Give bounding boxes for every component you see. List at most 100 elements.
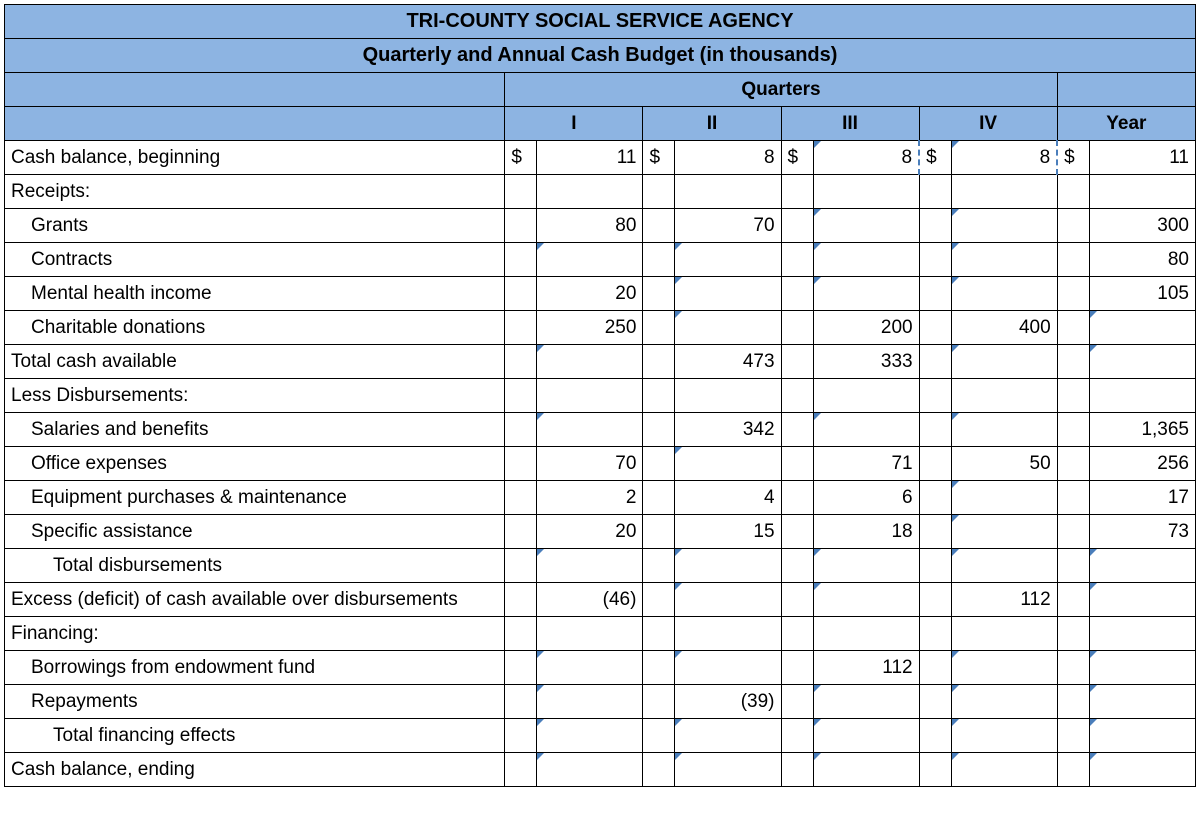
cell-q3[interactable] (813, 209, 919, 243)
cell-year[interactable] (1089, 549, 1195, 583)
cell-q4[interactable] (951, 243, 1057, 277)
cell-q4[interactable] (951, 345, 1057, 379)
cell-q4[interactable] (951, 481, 1057, 515)
title-1: TRI-COUNTY SOCIAL SERVICE AGENCY (5, 5, 1196, 39)
cell-q2[interactable] (675, 651, 781, 685)
cell-year[interactable] (1089, 719, 1195, 753)
cell-q1[interactable] (537, 719, 643, 753)
currency-symbol (643, 413, 675, 447)
cell-year[interactable] (1089, 753, 1195, 787)
cell-q1[interactable] (537, 685, 643, 719)
cell-q2: 342 (675, 413, 781, 447)
cell-q2[interactable] (675, 311, 781, 345)
cell-q1[interactable] (537, 243, 643, 277)
currency-symbol (1057, 379, 1089, 413)
cell-q1: 20 (537, 515, 643, 549)
currency-symbol (919, 685, 951, 719)
cell-q3[interactable] (813, 243, 919, 277)
cell-q2[interactable] (675, 719, 781, 753)
currency-symbol (781, 515, 813, 549)
cell-q2[interactable] (675, 753, 781, 787)
title-2: Quarterly and Annual Cash Budget (in tho… (5, 39, 1196, 73)
currency-symbol (781, 243, 813, 277)
currency-symbol (1057, 685, 1089, 719)
cell-q1: 70 (537, 447, 643, 481)
currency-symbol (1057, 345, 1089, 379)
cell-q2[interactable] (675, 549, 781, 583)
cell-year[interactable] (1089, 651, 1195, 685)
year-header-blank (1057, 73, 1195, 107)
table-row: Mental health income20105 (5, 277, 1196, 311)
currency-symbol (1057, 311, 1089, 345)
cell-q3[interactable]: 8 (813, 141, 919, 175)
cell-year[interactable] (1089, 583, 1195, 617)
currency-symbol (919, 311, 951, 345)
cell-year[interactable] (1089, 685, 1195, 719)
cell-q4[interactable] (951, 549, 1057, 583)
currency-symbol (505, 209, 537, 243)
cell-q2[interactable] (675, 583, 781, 617)
currency-symbol (505, 719, 537, 753)
currency-symbol (781, 685, 813, 719)
cell-q4[interactable] (951, 719, 1057, 753)
cell-q1[interactable] (537, 753, 643, 787)
cell-q4[interactable] (951, 209, 1057, 243)
currency-symbol (505, 311, 537, 345)
row-label: Total disbursements (5, 549, 505, 583)
cell-q3[interactable] (813, 549, 919, 583)
row-label: Financing: (5, 617, 505, 651)
table-row: Equipment purchases & maintenance24617 (5, 481, 1196, 515)
row-label: Total financing effects (5, 719, 505, 753)
cell-q1[interactable] (537, 413, 643, 447)
cell-q2[interactable] (675, 243, 781, 277)
cell-q4[interactable] (951, 651, 1057, 685)
currency-symbol (505, 617, 537, 651)
blank-header (5, 73, 505, 107)
currency-symbol (781, 481, 813, 515)
cell-q3[interactable] (813, 413, 919, 447)
cell-year: 300 (1089, 209, 1195, 243)
cell-q4[interactable] (951, 753, 1057, 787)
cell-q3[interactable] (813, 753, 919, 787)
cell-q2: (39) (675, 685, 781, 719)
cell-q3[interactable] (813, 719, 919, 753)
currency-symbol (919, 345, 951, 379)
cell-q2 (675, 617, 781, 651)
cell-q4[interactable] (951, 685, 1057, 719)
currency-symbol (505, 175, 537, 209)
cell-q2[interactable] (675, 277, 781, 311)
currency-symbol (505, 413, 537, 447)
cell-q3[interactable] (813, 583, 919, 617)
table-row: Contracts80 (5, 243, 1196, 277)
currency-symbol (781, 549, 813, 583)
cell-year[interactable] (1089, 311, 1195, 345)
cell-q4: 50 (951, 447, 1057, 481)
cell-q3[interactable] (813, 685, 919, 719)
cell-q1[interactable] (537, 549, 643, 583)
cell-q3[interactable] (813, 277, 919, 311)
cell-q1[interactable] (537, 345, 643, 379)
currency-symbol (919, 549, 951, 583)
currency-symbol (1057, 753, 1089, 787)
currency-symbol (1057, 277, 1089, 311)
cell-q4[interactable] (951, 515, 1057, 549)
currency-symbol (643, 515, 675, 549)
cell-q4[interactable] (951, 413, 1057, 447)
row-label: Excess (deficit) of cash available over … (5, 583, 505, 617)
cell-q2: 473 (675, 345, 781, 379)
cell-q2: 15 (675, 515, 781, 549)
currency-symbol (1057, 175, 1089, 209)
currency-symbol (505, 549, 537, 583)
cell-year: 1,365 (1089, 413, 1195, 447)
row-label: Contracts (5, 243, 505, 277)
currency-symbol (643, 617, 675, 651)
currency-symbol (781, 447, 813, 481)
currency-symbol (919, 719, 951, 753)
cell-year[interactable] (1089, 345, 1195, 379)
cell-q4[interactable] (951, 277, 1057, 311)
table-row: Less Disbursements: (5, 379, 1196, 413)
cell-q1: 80 (537, 209, 643, 243)
cell-q4[interactable]: 8 (951, 141, 1057, 175)
cell-q2[interactable] (675, 447, 781, 481)
cell-q1[interactable] (537, 651, 643, 685)
